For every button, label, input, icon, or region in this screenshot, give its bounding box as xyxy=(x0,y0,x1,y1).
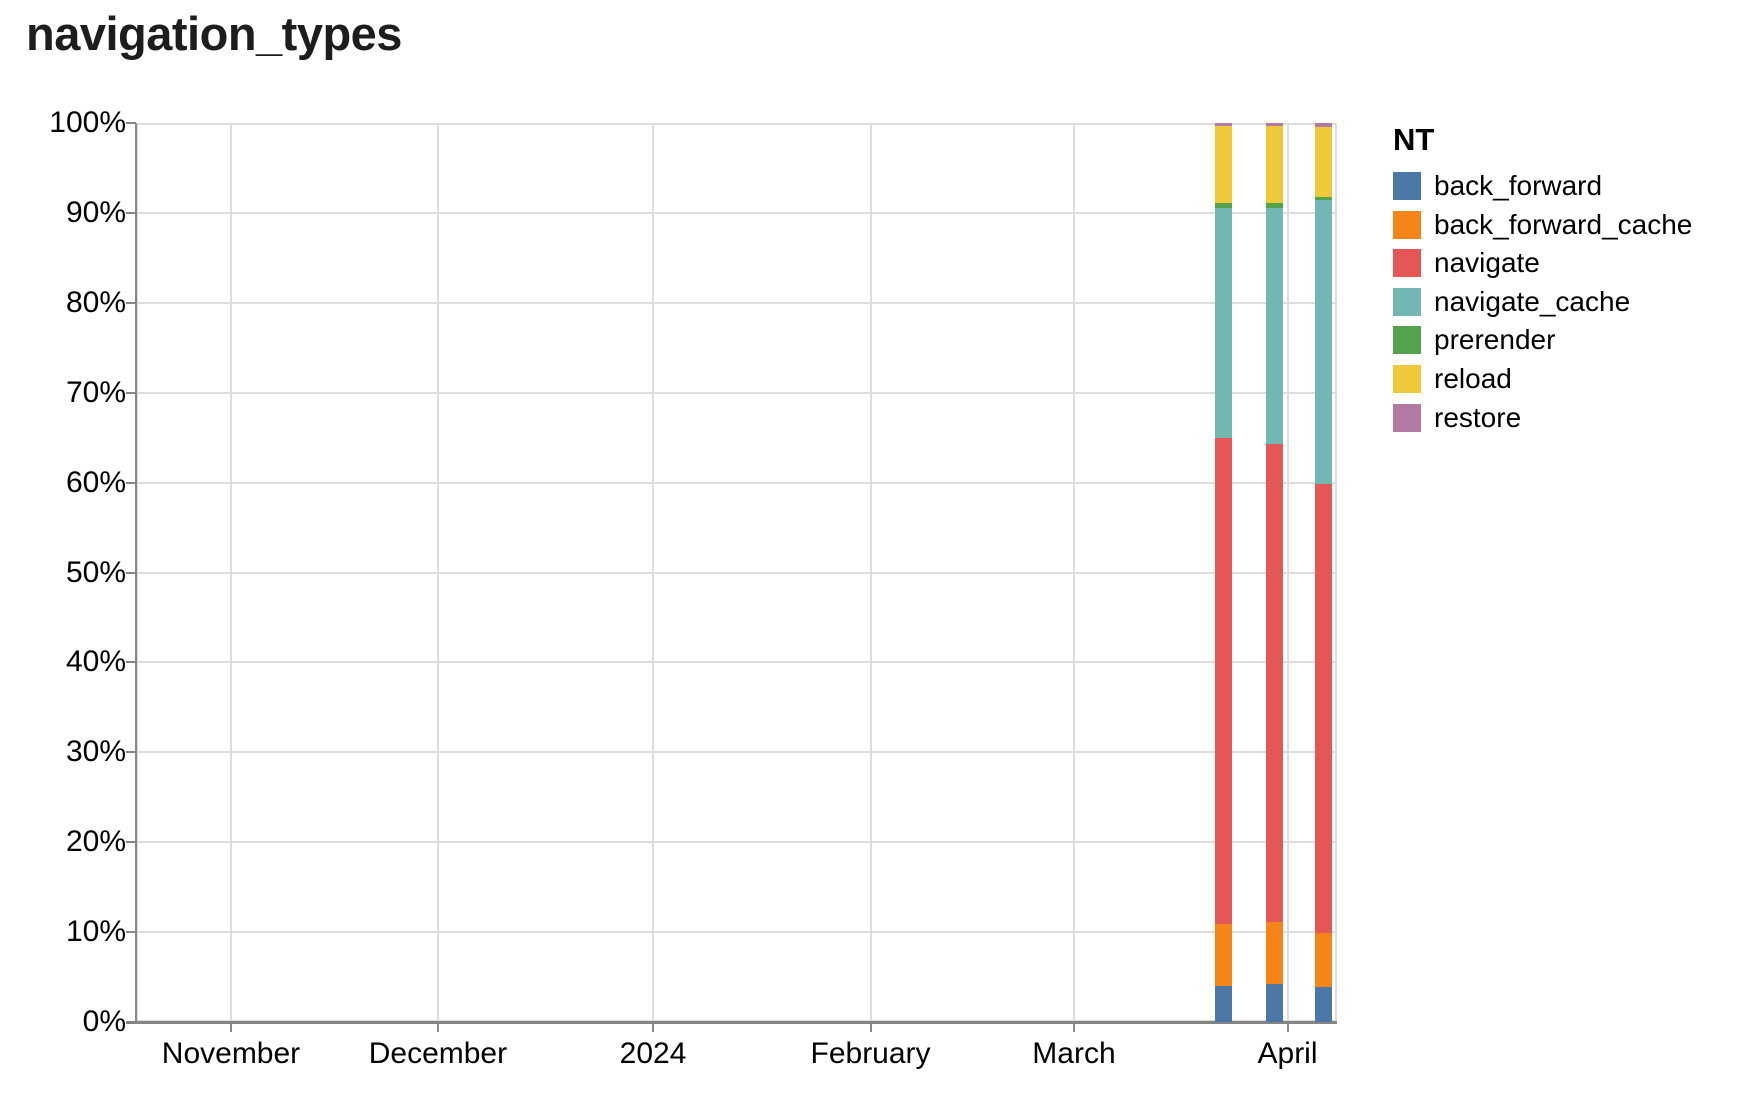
y-axis-tick xyxy=(126,661,136,664)
y-axis-label: 60% xyxy=(65,465,126,499)
x-axis-tick xyxy=(652,1022,655,1032)
x-axis-label: November xyxy=(161,1037,301,1070)
y-axis-label: 40% xyxy=(65,645,126,679)
legend-title: NT xyxy=(1393,122,1435,157)
x-axis-label: February xyxy=(810,1037,931,1070)
bar-segment-navigate_cache xyxy=(1215,207,1233,438)
stacked-bar xyxy=(1215,123,1233,1022)
chart-title: navigation_types xyxy=(26,7,402,60)
x-axis-tick xyxy=(229,1022,232,1032)
y-axis-tick xyxy=(126,122,136,124)
y-axis-label: 90% xyxy=(65,195,126,229)
legend-item-reload: reload xyxy=(1393,365,1738,393)
y-axis-label: 100% xyxy=(49,106,126,139)
y-axis-label: 10% xyxy=(65,915,126,949)
bar-segment-reload xyxy=(1266,126,1284,204)
legend-item-prerender: prerender xyxy=(1393,324,1738,356)
bar-segment-navigate xyxy=(1314,483,1332,933)
legend-swatch-prerender xyxy=(1393,326,1421,355)
legend-swatch-navigate_cache xyxy=(1393,287,1421,316)
legend-label: prerender xyxy=(1434,324,1556,356)
stacked-bar xyxy=(1266,123,1284,1022)
gridline-vertical xyxy=(1286,123,1289,1022)
bar-segment-prerender xyxy=(1314,196,1332,201)
x-axis-line xyxy=(126,1021,1337,1024)
y-axis-tick xyxy=(126,211,136,214)
x-axis-label: March xyxy=(1032,1037,1116,1070)
legend-label: back_forward xyxy=(1434,170,1603,201)
bar-segment-back_forward xyxy=(1314,986,1332,1022)
bar-segment-prerender xyxy=(1266,203,1284,209)
x-axis-tick xyxy=(1286,1022,1289,1032)
gridline-horizontal xyxy=(136,391,1337,394)
bar-segment-back_forward_cache xyxy=(1215,924,1233,987)
bar-segment-restore xyxy=(1314,123,1332,127)
y-axis-tick xyxy=(126,571,136,574)
y-axis-label: 20% xyxy=(65,825,126,859)
legend-item-restore: restore xyxy=(1393,401,1738,433)
y-axis-tick xyxy=(126,751,136,754)
bar-segment-navigate_cache xyxy=(1314,200,1332,484)
bar-segment-navigate_cache xyxy=(1266,208,1284,444)
y-axis-label: 80% xyxy=(65,285,126,319)
y-axis-label: 50% xyxy=(65,555,126,589)
bar-segment-navigate xyxy=(1215,437,1233,925)
legend-swatch-back_forward_cache xyxy=(1393,210,1421,239)
y-axis-line xyxy=(135,123,137,1022)
x-axis-label: April xyxy=(1257,1037,1318,1070)
y-axis-tick xyxy=(126,481,136,484)
legend-label: reload xyxy=(1434,363,1512,394)
legend-label: restore xyxy=(1434,401,1522,433)
gridline-horizontal xyxy=(136,931,1337,934)
bar-segment-back_forward xyxy=(1215,986,1233,1022)
gridline-vertical xyxy=(652,123,655,1022)
bar-segment-back_forward_cache xyxy=(1314,933,1332,987)
bar-segment-prerender xyxy=(1215,203,1233,208)
gridline-horizontal xyxy=(136,661,1337,664)
gridline-horizontal xyxy=(136,301,1337,304)
bar-segment-navigate xyxy=(1266,443,1284,923)
gridline-horizontal xyxy=(136,751,1337,754)
bar-segment-reload xyxy=(1314,126,1332,197)
stacked-bar xyxy=(1314,123,1332,1022)
bar-segment-reload xyxy=(1215,126,1233,204)
bar-segment-restore xyxy=(1215,123,1233,127)
legend-label: navigate_cache xyxy=(1434,285,1631,317)
legend-label: back_forward_cache xyxy=(1434,208,1693,240)
bar-segment-restore xyxy=(1266,123,1284,127)
y-axis-label: 30% xyxy=(65,735,126,769)
bar-segment-back_forward xyxy=(1266,984,1284,1022)
legend-item-navigate_cache: navigate_cache xyxy=(1393,285,1738,317)
x-axis-tick xyxy=(1072,1022,1075,1032)
y-axis-tick xyxy=(126,841,136,844)
legend-swatch-back_forward xyxy=(1393,172,1421,200)
x-axis-tick xyxy=(869,1022,872,1032)
x-axis-label: December xyxy=(368,1037,508,1070)
legend-label: navigate xyxy=(1434,247,1540,279)
y-axis-tick xyxy=(126,301,136,304)
legend-item-back_forward_cache: back_forward_cache xyxy=(1393,208,1738,240)
gridline-horizontal xyxy=(136,571,1337,574)
legend-swatch-navigate xyxy=(1393,249,1421,278)
gridline-horizontal xyxy=(136,211,1337,214)
gridline-vertical xyxy=(869,123,872,1022)
legend-item-navigate: navigate xyxy=(1393,247,1738,279)
legend-swatch-restore xyxy=(1393,403,1421,432)
y-axis-label: 0% xyxy=(82,1005,126,1038)
gridline-vertical xyxy=(436,123,439,1022)
gridline-vertical xyxy=(1072,123,1075,1022)
gridline-horizontal xyxy=(136,841,1337,844)
gridline-vertical xyxy=(229,123,232,1022)
legend-item-back_forward: back_forward xyxy=(1393,172,1738,200)
x-axis-label: 2024 xyxy=(619,1037,687,1070)
y-axis-tick xyxy=(126,391,136,394)
gridline-horizontal xyxy=(136,481,1337,484)
legend-swatch-reload xyxy=(1393,365,1421,393)
y-axis-label: 70% xyxy=(65,375,126,409)
bar-segment-back_forward_cache xyxy=(1266,922,1284,985)
y-axis-tick xyxy=(126,931,136,934)
x-axis-tick xyxy=(436,1022,439,1032)
